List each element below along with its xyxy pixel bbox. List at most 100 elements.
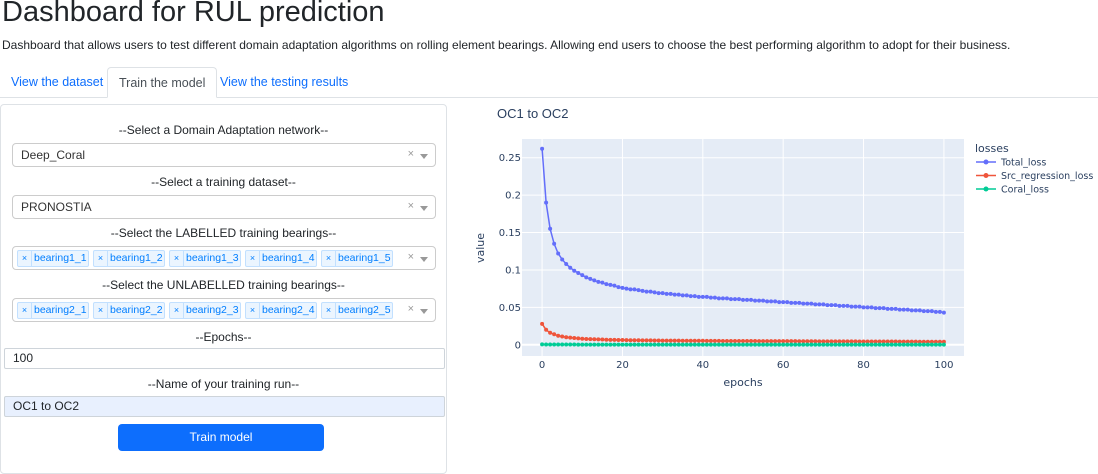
data-point-total_loss xyxy=(560,257,564,261)
chip-bearing2-1: ×bearing2_1 xyxy=(17,302,89,319)
chevron-down-icon[interactable] xyxy=(420,257,428,262)
data-point-coral_loss xyxy=(612,343,616,347)
remove-chip-icon[interactable]: × xyxy=(322,251,336,266)
chip-bearing1-4: ×bearing1_4 xyxy=(245,250,317,267)
data-point-coral_loss xyxy=(592,343,596,347)
labelled-bearings-multiselect[interactable]: ×bearing1_1 ×bearing1_2 ×bearing1_3 ×bea… xyxy=(12,246,436,270)
remove-chip-icon[interactable]: × xyxy=(246,251,260,266)
remove-chip-icon[interactable]: × xyxy=(94,303,108,318)
data-point-coral_loss xyxy=(633,343,637,347)
data-point-total_loss xyxy=(745,298,749,302)
data-point-coral_loss xyxy=(657,343,661,347)
clear-icon[interactable]: × xyxy=(408,148,414,160)
data-point-total_loss xyxy=(588,277,592,281)
chevron-down-icon[interactable] xyxy=(420,206,428,211)
x-tick-label: 20 xyxy=(616,360,629,371)
legend-entry: Coral_loss xyxy=(1001,185,1049,196)
data-point-coral_loss xyxy=(753,343,757,347)
data-point-total_loss xyxy=(612,284,616,288)
data-point-coral_loss xyxy=(713,343,717,347)
data-point-total_loss xyxy=(604,282,608,286)
data-point-src_regression_loss xyxy=(749,339,753,343)
dataset-dropdown[interactable]: PRONOSTIA × xyxy=(12,195,436,219)
data-point-total_loss xyxy=(902,308,906,312)
network-dropdown[interactable]: Deep_Coral × xyxy=(12,143,436,167)
unlabelled-bearings-label: --Select the UNLABELLED training bearing… xyxy=(0,278,447,292)
data-point-src_regression_loss xyxy=(540,322,544,326)
data-point-coral_loss xyxy=(616,343,620,347)
data-point-coral_loss xyxy=(604,343,608,347)
data-point-src_regression_loss xyxy=(709,339,713,343)
chevron-down-icon[interactable] xyxy=(420,309,428,314)
data-point-src_regression_loss xyxy=(737,339,741,343)
tab-train-model[interactable]: Train the model xyxy=(107,67,217,98)
legend-swatch-marker xyxy=(984,160,989,165)
data-point-coral_loss xyxy=(926,343,930,347)
data-point-src_regression_loss xyxy=(588,337,592,341)
data-point-src_regression_loss xyxy=(753,339,757,343)
data-point-src_regression_loss xyxy=(641,338,645,342)
unlabelled-bearings-multiselect[interactable]: ×bearing2_1 ×bearing2_2 ×bearing2_3 ×bea… xyxy=(12,298,436,322)
data-point-src_regression_loss xyxy=(633,338,637,342)
remove-chip-icon[interactable]: × xyxy=(94,251,108,266)
data-point-coral_loss xyxy=(870,343,874,347)
data-point-total_loss xyxy=(753,299,757,303)
remove-chip-icon[interactable]: × xyxy=(18,251,32,266)
data-point-src_regression_loss xyxy=(777,339,781,343)
run-name-input[interactable]: OC1 to OC2 xyxy=(4,396,445,417)
data-point-coral_loss xyxy=(701,343,705,347)
clear-icon[interactable]: × xyxy=(408,251,414,263)
data-point-coral_loss xyxy=(773,343,777,347)
data-point-src_regression_loss xyxy=(560,335,564,339)
remove-chip-icon[interactable]: × xyxy=(170,303,184,318)
data-point-coral_loss xyxy=(789,343,793,347)
legend-entry: Total_loss xyxy=(1000,158,1046,169)
data-point-coral_loss xyxy=(588,343,592,347)
chevron-down-icon[interactable] xyxy=(420,154,428,159)
data-point-src_regression_loss xyxy=(673,339,677,343)
data-point-coral_loss xyxy=(829,343,833,347)
remove-chip-icon[interactable]: × xyxy=(322,303,336,318)
data-point-total_loss xyxy=(544,201,548,205)
data-point-total_loss xyxy=(721,296,725,300)
data-point-src_regression_loss xyxy=(548,331,552,335)
remove-chip-icon[interactable]: × xyxy=(170,251,184,266)
data-point-coral_loss xyxy=(661,343,665,347)
data-point-total_loss xyxy=(713,296,717,300)
remove-chip-icon[interactable]: × xyxy=(246,303,260,318)
data-point-src_regression_loss xyxy=(653,339,657,343)
data-point-src_regression_loss xyxy=(793,339,797,343)
x-axis-label: epochs xyxy=(723,376,762,389)
data-point-src_regression_loss xyxy=(661,339,665,343)
tab-view-dataset[interactable]: View the dataset xyxy=(0,67,114,97)
data-point-coral_loss xyxy=(645,343,649,347)
clear-icon[interactable]: × xyxy=(408,200,414,212)
data-point-total_loss xyxy=(592,278,596,282)
network-label: --Select a Domain Adaptation network-- xyxy=(0,123,447,137)
data-point-total_loss xyxy=(809,302,813,306)
data-point-coral_loss xyxy=(934,343,938,347)
tab-view-testing-results[interactable]: View the testing results xyxy=(209,67,359,97)
data-point-total_loss xyxy=(689,294,693,298)
data-point-coral_loss xyxy=(673,343,677,347)
data-point-total_loss xyxy=(620,286,624,290)
data-point-total_loss xyxy=(669,292,673,296)
data-point-total_loss xyxy=(918,308,922,312)
data-point-src_regression_loss xyxy=(697,339,701,343)
data-point-src_regression_loss xyxy=(765,339,769,343)
data-point-coral_loss xyxy=(681,343,685,347)
data-point-coral_loss xyxy=(576,343,580,347)
labelled-bearings-label: --Select the LABELLED training bearings-… xyxy=(0,226,447,240)
data-point-coral_loss xyxy=(669,343,673,347)
data-point-src_regression_loss xyxy=(685,339,689,343)
data-point-src_regression_loss xyxy=(657,339,661,343)
chip-label: bearing1_3 xyxy=(186,251,239,266)
data-point-src_regression_loss xyxy=(733,339,737,343)
epochs-input[interactable]: 100 xyxy=(4,348,445,369)
legend-title: losses xyxy=(975,142,1009,155)
remove-chip-icon[interactable]: × xyxy=(18,303,32,318)
clear-icon[interactable]: × xyxy=(408,303,414,315)
data-point-src_regression_loss xyxy=(580,337,584,341)
data-point-coral_loss xyxy=(769,343,773,347)
train-model-button[interactable]: Train model xyxy=(118,424,324,451)
